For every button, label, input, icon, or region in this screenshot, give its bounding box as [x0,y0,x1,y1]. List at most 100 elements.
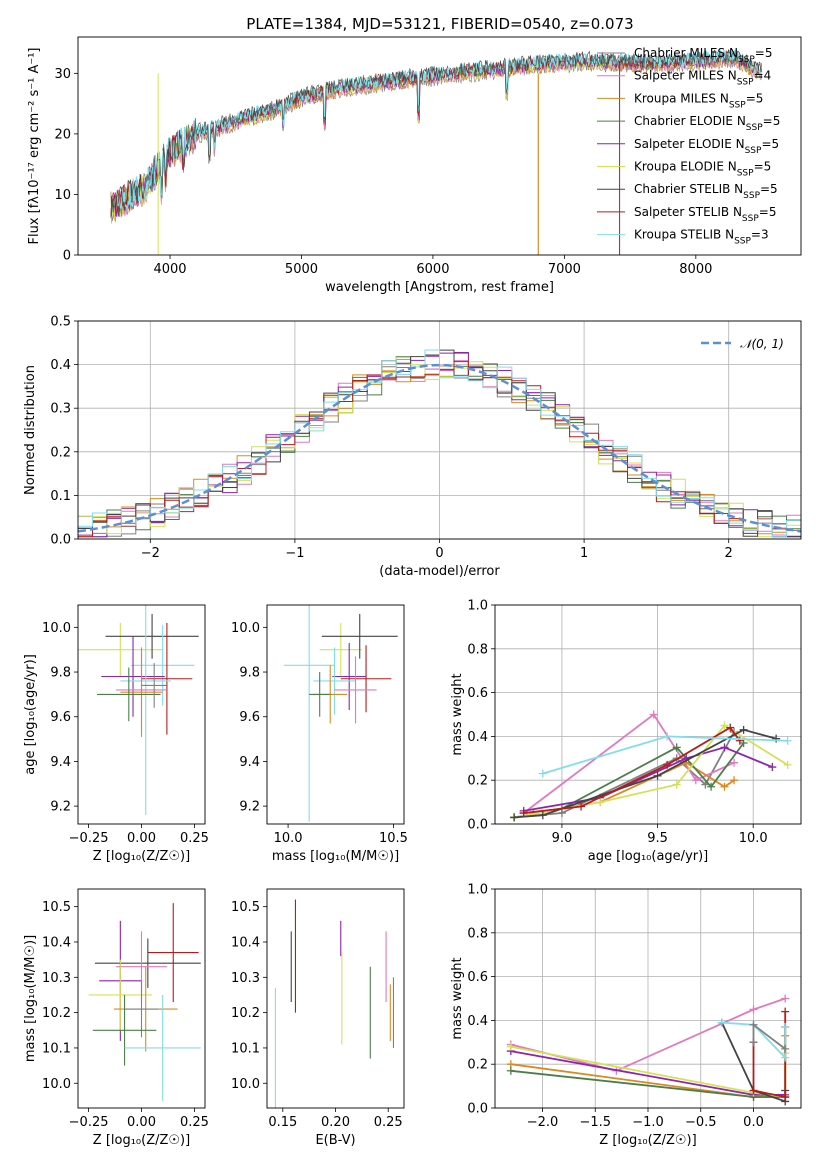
y-tick-label: 0.3 [50,402,71,417]
x-tick-label: 0.15 [268,1115,297,1130]
x-tick-label: 0.20 [321,1115,350,1130]
y-tick-label: 10.2 [231,1006,260,1021]
y-tick-label: 10.5 [231,900,260,915]
y-tick-label: 10.0 [42,621,71,636]
data-point [726,723,735,732]
legend-label: Salpeter MILES NSSP=4 [634,69,771,88]
panel-age_vs_mass: 10.0 10.5 9.2 9.4 9.6 9.8 10.0 mass [log₁₀(M/M☉… [231,604,408,864]
legend-label: Kroupa MILES NSSP=5 [634,91,763,110]
x-axis-label: E(B-V) [315,1133,355,1148]
data-point [663,732,672,741]
y-tick-label: 10.0 [42,1077,71,1092]
data-point [672,780,681,789]
y-tick-label: 0.0 [467,1102,488,1117]
data-point [781,1007,790,1016]
axes-frame [77,320,802,540]
data-point [781,1053,790,1062]
data-point [506,1066,515,1075]
x-tick-label: 10.5 [379,831,408,846]
legend-label: Chabrier STELIB NSSP=5 [634,182,778,201]
x-tick-label: 8000 [679,262,712,277]
data-point [720,721,729,730]
y-tick-label: 0.4 [50,358,71,373]
y-tick-label: 10.5 [42,900,71,915]
y-tick-label: 9.2 [239,800,260,815]
axes-frame [266,604,405,825]
data-point [717,1018,726,1027]
x-axis-label: wavelength [Angstrom, rest frame] [325,280,554,295]
data-point [781,1022,790,1031]
figure-title: PLATE=1384, MJD=53121, FIBERID=0540, z=0… [246,15,633,33]
data-point [749,1086,758,1095]
data-point [730,776,739,785]
data-point [739,725,748,734]
data-point [649,710,658,719]
x-tick-label: 0.25 [374,1115,403,1130]
y-tick-label: 9.8 [50,666,71,681]
panel-mass_vs_ebv: 0.15 0.20 0.25 10.0 10.1 10.2 10.3 10.4 10.5 E(B-… [231,888,405,1148]
y-tick-label: 9.6 [239,710,260,725]
y-tick-label: 0.4 [467,1014,488,1029]
x-tick-label: 0.00 [127,1115,156,1130]
y-tick-label: 10 [54,188,71,203]
y-tick-label: 10.2 [42,1006,71,1021]
x-axis-label: Z [log₁₀(Z/Z☉)] [93,1133,190,1148]
data-point [538,811,547,820]
axes-frame [77,36,802,256]
panel-massweight_vs_Z: −2.0 −1.5 −1.0 −0.5 0.0 0.0 0.2 0.4 0.6 0.8 1.0 Z [… [450,883,802,1148]
x-tick-label: 10.0 [274,831,303,846]
y-axis-label: Normed distribution [23,365,38,495]
legend-label: Kroupa ELODIE NSSP=5 [634,160,771,179]
x-tick-label: −0.25 [69,831,109,846]
x-tick-label: 4000 [153,262,186,277]
data-point [519,809,528,818]
x-tick-label: 9.5 [647,831,668,846]
x-tick-label: 2 [725,546,733,561]
y-tick-label: 0.2 [467,774,488,789]
data-point [506,1042,515,1051]
x-tick-label: −1.5 [579,1115,611,1130]
x-axis-label: age [log₁₀(age/yr)] [588,849,709,864]
y-tick-label: 10.0 [231,1077,260,1092]
legend-label: Salpeter STELIB NSSP=5 [634,205,776,224]
legend-label: Salpeter ELODIE NSSP=5 [634,137,779,156]
data-point [663,760,672,769]
x-tick-label: −1 [285,546,304,561]
y-axis-label: mass [log₁₀(M/M☉)] [23,935,38,1062]
y-tick-label: 10.0 [231,621,260,636]
series-line-salpeter_miles [510,997,786,1072]
data-point [783,736,792,745]
y-tick-label: 10.3 [231,971,260,986]
data-point [691,776,700,785]
y-tick-label: 0.8 [467,926,488,941]
y-tick-label: 9.4 [239,755,260,770]
x-tick-label: −0.25 [69,1115,109,1130]
y-tick-label: 10.3 [42,971,71,986]
data-point [720,782,729,791]
axes-frame [266,888,405,1109]
data-point [749,1005,758,1014]
data-point [783,760,792,769]
y-tick-label: 0.2 [467,1058,488,1073]
data-point [577,802,586,811]
y-tick-label: 0.5 [50,315,71,330]
y-tick-label: 0.0 [467,818,488,833]
y-tick-label: 9.4 [50,755,71,770]
y-tick-label: 20 [54,127,71,142]
y-tick-label: 30 [54,67,71,82]
x-axis-label: mass [log₁₀(M/M☉)] [272,849,399,864]
series-line-salpeter_miles [523,713,735,814]
y-tick-label: 10.4 [231,935,260,950]
y-tick-label: 0.4 [467,730,488,745]
x-tick-label: 0.25 [180,1115,209,1130]
x-tick-label: −2.0 [527,1115,559,1130]
y-tick-label: 0.8 [467,642,488,657]
y-tick-label: 9.2 [50,800,71,815]
data-point [730,758,739,767]
axes-frame [77,888,206,1109]
data-point [768,763,777,772]
y-tick-label: 0.0 [50,533,71,548]
legend-label: 𝒩(0, 1) [740,337,784,351]
x-axis-label: Z [log₁₀(Z/Z☉)] [93,849,190,864]
